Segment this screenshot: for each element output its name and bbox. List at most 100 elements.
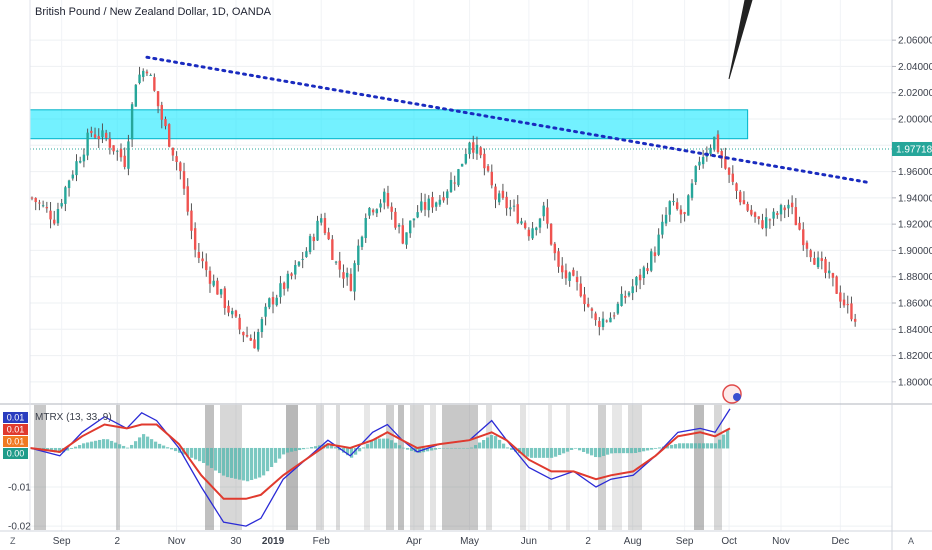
price-tick-label: 1.86000 [898, 299, 932, 310]
indicator-band [520, 405, 526, 530]
indicator-band [486, 405, 492, 530]
candle-body [171, 147, 175, 156]
indicator-axis[interactable]: -0.01 -0.02 [8, 483, 31, 533]
candle-body [386, 193, 390, 207]
histogram-bar [550, 447, 554, 458]
histogram-bar [470, 447, 474, 449]
price-axis[interactable]: 2.060002.040002.020002.000001.980001.960… [892, 36, 932, 389]
candle-body [245, 334, 249, 337]
candle-body [34, 197, 37, 203]
candle-body [431, 197, 434, 208]
candle-body [312, 236, 316, 242]
histogram-bar [102, 439, 106, 449]
candle-body [375, 209, 379, 214]
histogram-bar [474, 445, 478, 449]
candle-body [853, 318, 857, 322]
candle-body [205, 261, 208, 271]
trendline[interactable] [145, 55, 868, 184]
time-tick-label: Dec [831, 536, 849, 547]
histogram-bar [658, 447, 662, 449]
histogram-bar [58, 447, 62, 453]
candle-body [598, 321, 601, 328]
time-axis[interactable]: Sep 2 Nov 30 2019 Feb Apr May Jun 2 Aug Sep Oct Nov De… [53, 536, 849, 547]
time-tick-label: Feb [313, 536, 331, 547]
indicator-value-label: 0.01 [7, 425, 25, 435]
histogram-bar [686, 443, 690, 449]
candle-body [397, 224, 401, 227]
histogram-bar [498, 439, 502, 449]
indicator-value-label: 0.00 [7, 449, 25, 459]
candle-body [783, 207, 786, 211]
candle-body [360, 236, 364, 247]
candle-body [349, 273, 353, 291]
histogram-bar [250, 447, 254, 481]
indicator-band [336, 405, 340, 530]
histogram-bar [462, 447, 466, 449]
histogram-bar [670, 444, 674, 449]
price-tick-label: 1.90000 [898, 246, 932, 257]
histogram-bar [566, 447, 570, 452]
candle-body [45, 207, 49, 209]
candle-body [757, 216, 760, 219]
auto-scale-toggle[interactable]: A [908, 536, 914, 546]
candle-body [568, 272, 571, 281]
histogram-bar [346, 447, 350, 456]
histogram-bar [230, 447, 234, 478]
histogram-bar [390, 440, 394, 449]
histogram-bar [246, 447, 250, 482]
histogram-bar [286, 447, 290, 453]
candle-body [483, 153, 486, 169]
histogram-bar [66, 447, 70, 451]
histogram-bar [698, 443, 702, 449]
candle-body [97, 136, 100, 140]
candle-body [787, 204, 790, 209]
histogram-bar [90, 441, 94, 449]
candle-body [802, 229, 805, 246]
price-tick-label: 1.96000 [898, 167, 932, 178]
time-tick-label: 2019 [262, 536, 285, 547]
indicator-band [410, 405, 424, 530]
candle-body [553, 243, 557, 254]
candle-body [601, 318, 605, 327]
attention-sign-icon[interactable] [722, 384, 742, 404]
histogram-bar [306, 447, 310, 449]
histogram-bar [606, 447, 610, 455]
time-tick-label: Aug [624, 536, 642, 547]
candle-body [590, 308, 594, 311]
histogram-bar [174, 447, 178, 452]
candle-body [182, 171, 186, 189]
candle-body [453, 182, 456, 184]
candle-body [79, 160, 82, 163]
candle-body [716, 134, 720, 153]
histogram-bar [426, 447, 430, 452]
candle-body [364, 217, 367, 239]
histogram-bar [706, 443, 710, 449]
candle-body [668, 201, 671, 215]
timezone-toggle[interactable]: Z [10, 536, 16, 546]
histogram-bar [162, 445, 166, 449]
candle-body [290, 273, 293, 276]
histogram-bar [722, 434, 726, 449]
candle-body [308, 236, 312, 253]
histogram-bar [726, 429, 730, 449]
histogram-bar [310, 447, 314, 449]
histogram-bar [130, 444, 134, 449]
candle-body [438, 199, 442, 205]
histogram-bar [86, 442, 90, 449]
candle-body [331, 239, 334, 260]
histogram-bar [650, 447, 654, 450]
histogram-bar [50, 447, 54, 452]
histogram-bar [210, 447, 214, 469]
candle-body [527, 229, 531, 237]
histogram-bar [222, 447, 226, 476]
histogram-bar [502, 443, 506, 449]
indicator-band [116, 405, 120, 530]
candle-body [538, 218, 542, 228]
candle-body [839, 292, 842, 302]
candle-body [557, 251, 560, 267]
histogram-bar [690, 443, 694, 449]
histogram-bar [442, 447, 446, 449]
candle-body [130, 104, 134, 140]
candle-body [627, 292, 631, 296]
